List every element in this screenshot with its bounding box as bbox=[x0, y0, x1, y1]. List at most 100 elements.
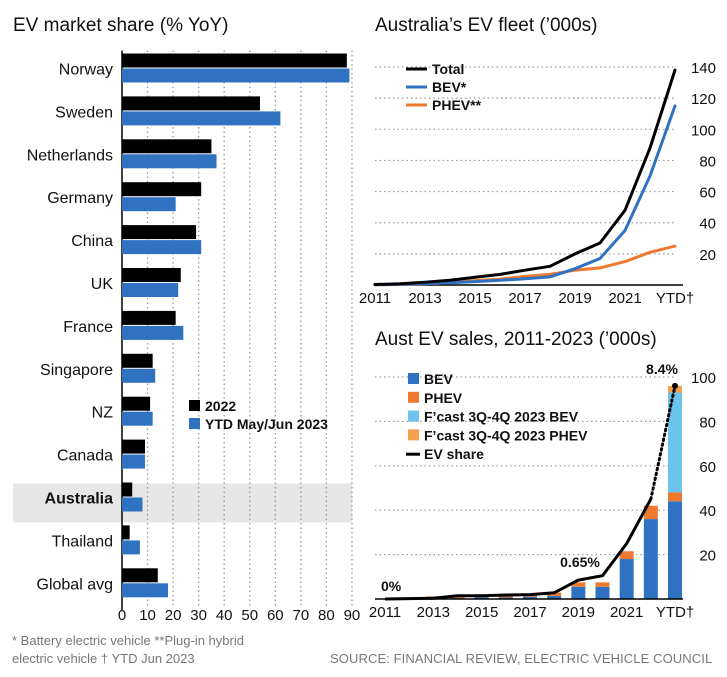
bar-ytd-2023 bbox=[122, 111, 281, 126]
x-tick-label: 10 bbox=[139, 607, 156, 624]
bar-phev bbox=[595, 582, 610, 587]
category-label: NZ bbox=[92, 405, 114, 422]
ev-share-end-point bbox=[672, 382, 678, 389]
x-tick-label: 40 bbox=[216, 607, 233, 624]
bar-ytd-2023 bbox=[122, 68, 350, 83]
legend-swatch bbox=[408, 373, 419, 384]
x-tick-label: 2015 bbox=[458, 290, 491, 307]
annotation-0-65pct: 0.65% bbox=[560, 554, 600, 570]
bar-2022 bbox=[122, 396, 151, 411]
bar-bev bbox=[595, 586, 610, 599]
bar-fcast-bev bbox=[668, 392, 682, 493]
x-tick-label: 2021 bbox=[608, 290, 641, 307]
bar-ytd-2023 bbox=[122, 154, 217, 169]
x-tick-label: 2011 bbox=[369, 604, 401, 621]
y-tick-label: 20 bbox=[699, 548, 716, 565]
category-label: Germany bbox=[47, 190, 113, 207]
category-label: Thailand bbox=[52, 533, 113, 550]
y-tick-label: 100 bbox=[691, 370, 716, 387]
footnote-line-1: * Battery electric vehicle **Plug-in hyb… bbox=[12, 633, 244, 648]
fleet-title: Australia’s EV fleet (’000s) bbox=[375, 15, 598, 36]
legend-label: PHEV bbox=[424, 390, 463, 406]
x-tick-label: 60 bbox=[267, 607, 284, 624]
y-tick-label: 120 bbox=[691, 91, 716, 108]
bar-ytd-2023 bbox=[122, 540, 140, 555]
category-label: China bbox=[71, 233, 113, 250]
legend-swatch bbox=[408, 410, 419, 422]
x-tick-label: 2019 bbox=[562, 604, 595, 621]
legend-swatch bbox=[408, 429, 419, 441]
bar-2022 bbox=[122, 182, 202, 197]
x-tick-label: 2017 bbox=[508, 290, 541, 307]
legend-swatch bbox=[189, 418, 200, 429]
legend-swatch bbox=[189, 400, 200, 411]
ev-share-forecast-line bbox=[649, 384, 677, 501]
x-tick-label: 90 bbox=[344, 607, 361, 624]
x-tick-label: YTD† bbox=[656, 290, 694, 307]
x-tick-label: 0 bbox=[118, 607, 126, 624]
legend-label: BEV bbox=[424, 371, 453, 387]
y-tick-label: 40 bbox=[699, 216, 716, 233]
footnote-line-2: electric vehicle † YTD Jun 2023 bbox=[12, 651, 195, 666]
highlight-band-australia bbox=[13, 483, 352, 523]
bar-ytd-2023 bbox=[122, 325, 184, 340]
x-tick-label: 2019 bbox=[558, 290, 591, 307]
sales-title: Aust EV sales, 2011-2023 (’000s) bbox=[375, 329, 657, 350]
bar-phev bbox=[643, 505, 658, 520]
y-tick-label: 100 bbox=[691, 122, 716, 139]
bar-2022 bbox=[122, 482, 133, 497]
bar-ytd-2023 bbox=[122, 411, 153, 426]
legend-label: PHEV** bbox=[432, 97, 482, 113]
bar-ytd-2023 bbox=[122, 583, 168, 598]
annotation-0pct: 0% bbox=[381, 578, 402, 594]
category-label: Sweden bbox=[55, 104, 113, 121]
bar-phev bbox=[619, 551, 634, 560]
y-tick-label: 140 bbox=[691, 60, 716, 77]
bar-2022 bbox=[122, 96, 260, 111]
x-tick-label: 2013 bbox=[408, 290, 441, 307]
bar-bev bbox=[498, 597, 513, 599]
source-credit: SOURCE: FINANCIAL REVIEW, ELECTRIC VEHIC… bbox=[330, 651, 713, 666]
series-line-total bbox=[373, 68, 677, 286]
legend-swatch bbox=[408, 391, 419, 403]
x-tick-label: YTD† bbox=[656, 604, 694, 621]
x-tick-label: 20 bbox=[165, 607, 182, 624]
legend-label: BEV* bbox=[432, 79, 467, 95]
y-tick-label: 20 bbox=[699, 247, 716, 264]
annotation-8-4pct: 8.4% bbox=[646, 361, 678, 377]
legend-label: EV share bbox=[424, 446, 484, 462]
bar-bev bbox=[619, 559, 634, 599]
bar-2022 bbox=[122, 53, 347, 68]
bar-phev bbox=[571, 582, 586, 587]
category-label: Netherlands bbox=[27, 147, 113, 164]
bar-bev bbox=[547, 595, 562, 599]
category-label: Norway bbox=[59, 62, 113, 79]
y-tick-label: 40 bbox=[699, 503, 716, 520]
bar-2022 bbox=[122, 439, 145, 454]
market-share-title: EV market share (% YoY) bbox=[13, 15, 229, 36]
legend-label: F’cast 3Q-4Q 2023 PHEV bbox=[424, 427, 588, 443]
x-tick-label: 2017 bbox=[513, 604, 546, 621]
bar-2022 bbox=[122, 268, 181, 282]
x-tick-label: 2021 bbox=[610, 604, 643, 621]
bar-ytd-2023 bbox=[122, 368, 156, 383]
y-tick-label: 80 bbox=[699, 153, 716, 170]
x-tick-label: 2015 bbox=[465, 604, 498, 621]
legend-label: YTD May/Jun 2023 bbox=[205, 416, 328, 432]
category-label: Canada bbox=[57, 448, 113, 465]
legend-label: 2022 bbox=[205, 398, 236, 414]
category-label: Singapore bbox=[40, 362, 113, 379]
legend-label: Total bbox=[432, 61, 464, 77]
bar-bev bbox=[668, 501, 682, 599]
category-label: Australia bbox=[45, 491, 114, 508]
x-tick-label: 30 bbox=[190, 607, 207, 624]
x-tick-label: 2013 bbox=[417, 604, 450, 621]
y-tick-label: 80 bbox=[699, 414, 716, 431]
bar-2022 bbox=[122, 525, 130, 540]
ev-share-line bbox=[384, 498, 653, 601]
bar-bev bbox=[474, 597, 489, 599]
bar-ytd-2023 bbox=[122, 240, 202, 255]
category-label: UK bbox=[91, 276, 114, 293]
bar-bev bbox=[571, 586, 586, 599]
